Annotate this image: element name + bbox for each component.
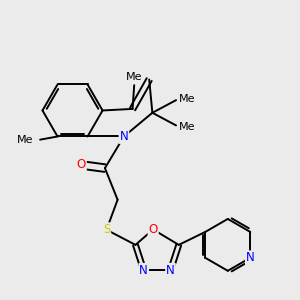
Text: Me: Me xyxy=(179,94,196,103)
Text: Me: Me xyxy=(179,122,196,132)
Text: S: S xyxy=(103,223,110,236)
Text: O: O xyxy=(76,158,86,171)
Text: N: N xyxy=(119,130,128,143)
Text: N: N xyxy=(166,264,175,277)
Text: O: O xyxy=(148,223,158,236)
Text: N: N xyxy=(140,264,148,277)
Text: Me: Me xyxy=(126,72,142,82)
Text: N: N xyxy=(246,251,255,264)
Text: Me: Me xyxy=(17,135,34,145)
